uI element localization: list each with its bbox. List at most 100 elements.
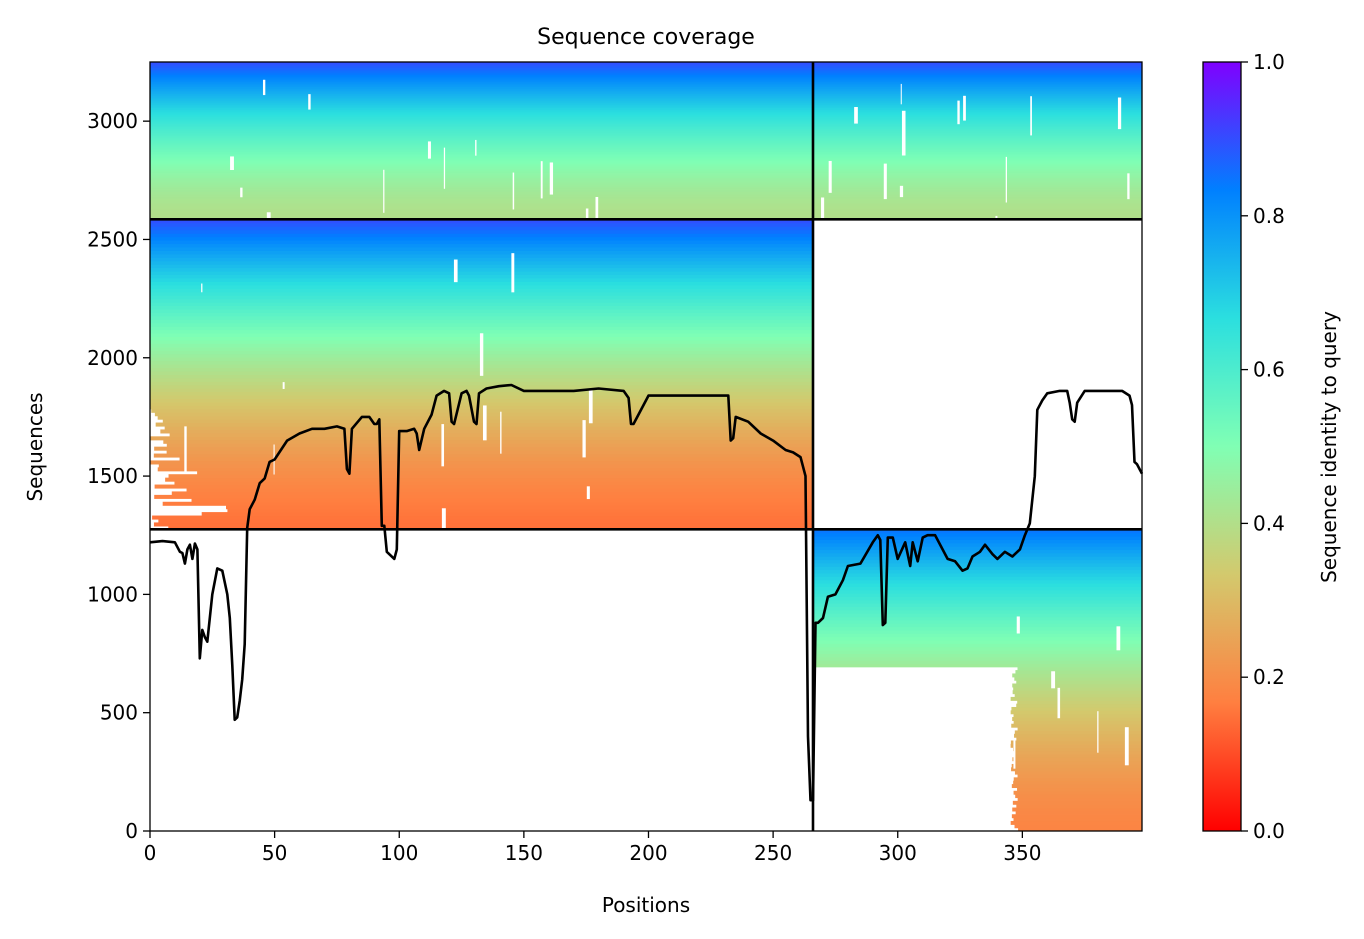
msa-strip (1013, 747, 1142, 752)
msa-strip (150, 210, 813, 213)
msa-strip (812, 186, 1142, 189)
msa-strip (812, 128, 1142, 131)
msa-strip (150, 151, 813, 154)
msa-strip (150, 205, 813, 208)
msa-strip (812, 123, 1142, 126)
msa-strip (150, 184, 813, 187)
msa-strip (150, 201, 813, 205)
x-axis: 0 50 100 150 200 250 300 350 (144, 831, 1041, 865)
msa-strip (150, 319, 813, 324)
msa-strip (1017, 727, 1142, 732)
msa-strip (150, 193, 813, 196)
msa-strip (150, 84, 813, 88)
msa-strip (1011, 706, 1142, 711)
colorbar-axis: 0.0 0.2 0.4 0.6 0.8 1.0 (1241, 50, 1285, 843)
gap-mark (500, 411, 502, 454)
gap-mark (1016, 616, 1020, 634)
gap-mark (585, 208, 589, 224)
msa-strip (812, 131, 1142, 135)
gap-mark (475, 139, 477, 156)
msa-strip (150, 388, 813, 393)
msa-strip (812, 633, 1142, 638)
msa-strip (812, 158, 1142, 161)
msa-strip (226, 505, 813, 510)
msa-strip (812, 623, 1142, 628)
y-tick-label: 2000 (87, 346, 138, 370)
msa-strip (150, 394, 813, 400)
gap-mark (883, 163, 887, 200)
msa-strip (812, 215, 1142, 219)
msa-strip (150, 131, 813, 135)
msa-strip (150, 138, 813, 142)
msa-strip (812, 72, 1142, 75)
msa-strip (150, 89, 813, 93)
msa-strip (150, 298, 813, 303)
msa-strip (150, 305, 813, 310)
x-axis-label: Positions (602, 893, 690, 917)
msa-strip (812, 616, 1142, 621)
x-tick-label: 200 (629, 841, 667, 865)
msa-strip (1017, 666, 1142, 671)
msa-strip (812, 124, 1142, 128)
msa-strip (150, 182, 813, 185)
msa-strip (1016, 680, 1142, 685)
msa-strip (150, 81, 813, 84)
msa-strip (812, 170, 1142, 173)
block-boundaries (150, 62, 1142, 831)
msa-strip (150, 295, 813, 300)
msa-strip (812, 109, 1142, 112)
msa-strip (812, 65, 1142, 68)
msa-block (812, 62, 1142, 237)
msa-strip (150, 267, 813, 272)
msa-strip (1013, 753, 1142, 758)
msa-strip (1015, 810, 1142, 815)
msa-strip (197, 470, 813, 475)
gap-mark (1116, 626, 1121, 651)
msa-strip (812, 593, 1142, 597)
msa-strip (150, 124, 813, 128)
msa-strip (812, 86, 1142, 89)
x-tick-label: 100 (380, 841, 418, 865)
msa-strip (812, 88, 1142, 91)
msa-strip (150, 62, 813, 65)
msa-strip (1014, 730, 1142, 735)
y-tick-label: 3000 (87, 109, 138, 133)
msa-strip (1010, 743, 1142, 748)
msa-strip (1017, 774, 1142, 778)
gap-mark (282, 382, 285, 389)
msa-strip (150, 93, 813, 96)
msa-strip (812, 142, 1142, 145)
colorbar-tick-label: 0.6 (1253, 358, 1285, 382)
msa-strip (150, 116, 813, 119)
msa-strip (812, 166, 1142, 170)
msa-strip (1018, 827, 1142, 831)
msa-strip (812, 566, 1142, 571)
msa-strip (1011, 723, 1142, 728)
msa-strip (812, 189, 1142, 192)
msa-strip (150, 250, 813, 255)
y-axis-label: Sequences (23, 392, 47, 501)
msa-strip (150, 329, 813, 334)
msa-strip (812, 102, 1142, 105)
msa-strip (1011, 767, 1142, 772)
msa-strip (150, 95, 813, 98)
msa-strip (201, 512, 813, 517)
gap-mark (1127, 173, 1130, 200)
msa-strip (812, 156, 1142, 159)
msa-strip (150, 271, 813, 276)
msa-strip (1012, 800, 1142, 805)
msa-strip (812, 152, 1142, 156)
msa-strip (150, 88, 813, 91)
msa-strip (150, 163, 813, 166)
msa-strip (150, 222, 813, 227)
msa-strip (812, 214, 1142, 217)
msa-strip (166, 450, 813, 455)
msa-strip (150, 149, 813, 152)
gap-mark (926, 763, 929, 772)
gap-mark (443, 147, 446, 189)
msa-strip (812, 168, 1142, 171)
y-tick-label: 0 (125, 819, 138, 843)
msa-strip (812, 546, 1142, 551)
gap-mark (828, 160, 832, 193)
msa-strip (812, 205, 1142, 208)
